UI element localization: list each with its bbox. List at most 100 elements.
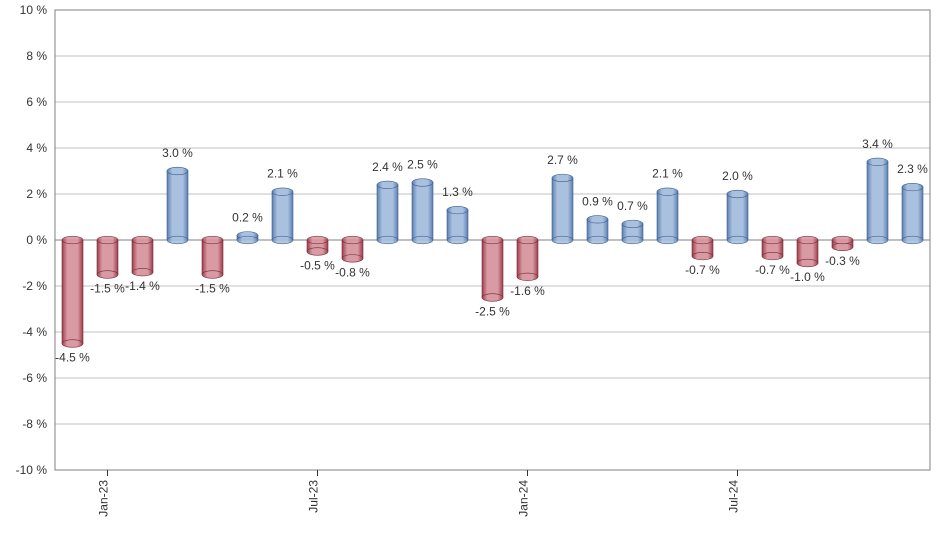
bar [132,240,153,272]
bar-value-label: 2.1 % [267,167,298,181]
bar-base [692,236,713,244]
bar-cap [622,220,643,228]
bar-cap [517,273,538,281]
bar-base [377,236,398,244]
bar-value-label: 2.1 % [652,167,683,181]
bar-cap [832,243,853,251]
y-tick-label: -2 % [22,279,47,293]
bar [902,187,923,240]
bar-value-label: 1.3 % [442,185,473,199]
bar-value-label: 3.0 % [162,146,193,160]
bar [482,240,503,298]
bar-cap [167,167,188,175]
bar [202,240,223,275]
bar-base [62,236,83,244]
x-tick-label: Jul-24 [727,480,741,513]
bar [167,171,188,240]
bar [727,194,748,240]
bar-base [167,236,188,244]
bar-value-label: -1.4 % [125,279,160,293]
bar-value-label: 2.7 % [547,153,578,167]
bar-cap [342,255,363,263]
bar-base [762,236,783,244]
bar-value-label: 0.9 % [582,194,613,208]
bar-base [867,236,888,244]
bar-base [342,236,363,244]
bar [412,183,433,241]
bar-base [132,236,153,244]
x-tick-label: Jan-24 [517,480,531,517]
bar-base [832,236,853,244]
bar-cap [867,158,888,166]
bar-value-label: -1.6 % [510,284,545,298]
bar-value-label: -0.3 % [825,254,860,268]
bar [552,178,573,240]
bar-base [97,236,118,244]
bar-cap [307,248,328,256]
bar-value-label: 2.4 % [372,160,403,174]
bar-value-label: 2.0 % [722,169,753,183]
y-tick-label: 6 % [26,95,47,109]
bar-cap [202,271,223,279]
bar-cap [692,252,713,260]
bar-base [622,236,643,244]
bar-value-label: 3.4 % [862,137,893,151]
bar [97,240,118,275]
bar-base [237,236,258,244]
bar-cap [587,216,608,224]
bar-base [202,236,223,244]
bar-value-label: -1.5 % [90,282,125,296]
bar-base [482,236,503,244]
bar-cap [412,179,433,187]
y-tick-label: 8 % [26,49,47,63]
bar-base [727,236,748,244]
bar [62,240,83,344]
bar-base [307,236,328,244]
bar [517,240,538,277]
y-tick-label: 10 % [20,3,48,17]
y-tick-label: -4 % [22,325,47,339]
bar [447,210,468,240]
bar-cap [62,340,83,348]
bar-cap [482,294,503,302]
bar-base [657,236,678,244]
bar-value-label: 2.5 % [407,158,438,172]
bar-cap [132,268,153,276]
bar-value-label: -0.7 % [685,263,720,277]
bar-base [587,236,608,244]
bar [867,162,888,240]
bar-base [797,236,818,244]
bar-value-label: -0.8 % [335,265,370,279]
bar-value-label: -1.5 % [195,282,230,296]
bar-base [902,236,923,244]
bar-value-label: -2.5 % [475,305,510,319]
bar [272,192,293,240]
bar-base [272,236,293,244]
bar-cap [902,183,923,191]
bar-value-label: -0.7 % [755,263,790,277]
bar-base [412,236,433,244]
bar-chart: -10 %-8 %-6 %-4 %-2 %0 %2 %4 %6 %8 %10 %… [0,0,940,550]
bar-value-label: -1.0 % [790,270,825,284]
bar-cap [377,181,398,189]
bar-cap [272,188,293,196]
bar-cap [657,188,678,196]
y-tick-label: -10 % [16,463,48,477]
bar-cap [762,252,783,260]
bar-base [517,236,538,244]
bar-value-label: 0.7 % [617,199,648,213]
bar-value-label: -0.5 % [300,259,335,273]
bar-base [447,236,468,244]
bar-base [552,236,573,244]
y-tick-label: -6 % [22,371,47,385]
bar [657,192,678,240]
bar-cap [727,190,748,198]
x-tick-label: Jan-23 [97,480,111,517]
bar-cap [97,271,118,279]
y-tick-label: 4 % [26,141,47,155]
bar-value-label: -4.5 % [55,351,90,365]
bar-value-label: 2.3 % [897,162,928,176]
x-tick-label: Jul-23 [307,480,321,513]
y-tick-label: -8 % [22,417,47,431]
bar-cap [797,259,818,267]
